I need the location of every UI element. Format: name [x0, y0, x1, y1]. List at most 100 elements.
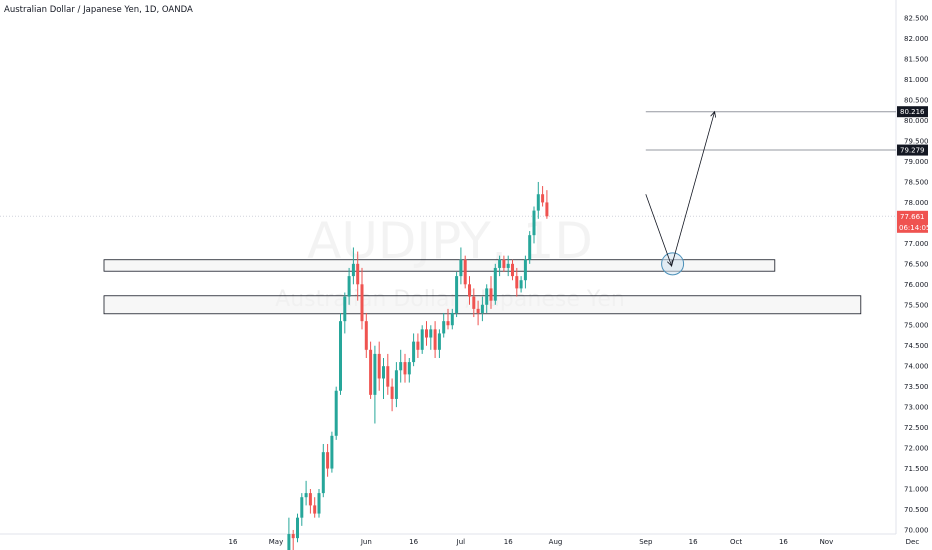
candle-body — [330, 435, 334, 469]
candle-body — [339, 321, 342, 391]
candle-body — [442, 321, 446, 334]
candle-body — [480, 304, 484, 313]
y-tick-label: 76.000 — [904, 281, 929, 289]
x-tick-label: Oct — [730, 538, 742, 546]
candle-body — [485, 288, 489, 305]
x-tick-label: May — [269, 538, 283, 546]
candle-body — [287, 534, 291, 550]
candle-body — [399, 362, 403, 371]
target-price-label: 80.216 — [900, 108, 925, 116]
y-tick-label: 75.500 — [904, 301, 929, 309]
y-tick-label: 80.500 — [904, 97, 929, 105]
candle-body — [412, 341, 416, 363]
support-zone-1 — [103, 259, 776, 272]
y-tick-label: 75.000 — [904, 322, 929, 330]
target-price-tag — [897, 144, 928, 156]
y-tick-label: 77.000 — [904, 240, 929, 248]
candle-body — [468, 284, 471, 297]
chart-title: Australian Dollar / Japanese Yen, 1D, OA… — [4, 5, 193, 15]
x-tick-label: Aug — [549, 538, 563, 546]
target-price-tag — [897, 106, 928, 118]
y-tick-label: 74.500 — [904, 342, 929, 350]
x-tick-label: Jun — [360, 538, 372, 546]
candle-body — [317, 493, 321, 514]
y-tick-label: 71.500 — [904, 465, 929, 473]
candle-body — [373, 353, 377, 395]
y-tick-label: 82.500 — [904, 15, 929, 23]
candle-body — [296, 517, 299, 539]
projection-arrow-down — [667, 259, 673, 267]
candle-body — [321, 452, 325, 494]
y-tick-label: 73.500 — [904, 383, 929, 391]
candle-body — [300, 497, 304, 518]
candle-body — [472, 296, 476, 309]
candle-body — [334, 390, 338, 436]
countdown-label: 06:14:05 — [899, 224, 930, 232]
x-tick-label: 16 — [689, 538, 698, 546]
candle-body — [394, 370, 398, 399]
target-circle — [661, 252, 685, 276]
candle-body — [313, 505, 317, 514]
candle-body — [347, 276, 351, 297]
x-tick-label: Sep — [639, 538, 653, 546]
candle-body — [489, 288, 493, 301]
candle-body — [360, 284, 364, 322]
candle-body — [502, 259, 506, 268]
x-tick-label: 16 — [779, 538, 788, 546]
candle-body — [446, 321, 450, 326]
candle-body — [382, 366, 385, 379]
x-tick-label: Jul — [456, 538, 466, 546]
candle-body — [304, 493, 308, 498]
candle-body — [308, 493, 312, 506]
y-tick-label: 81.000 — [904, 76, 929, 84]
y-tick-label: 82.000 — [904, 35, 929, 43]
candle-body — [390, 386, 394, 399]
y-tick-label: 70.500 — [904, 506, 929, 514]
y-tick-label: 72.500 — [904, 424, 929, 432]
candle-body — [407, 362, 411, 375]
candle-body — [450, 312, 454, 326]
candle-body — [523, 259, 527, 281]
candle-body — [420, 329, 424, 350]
y-tick-label: 79.500 — [904, 138, 929, 146]
y-tick-label: 71.000 — [904, 486, 929, 494]
y-tick-label: 80.000 — [904, 117, 929, 125]
candle-body — [377, 353, 381, 379]
y-tick-label: 72.000 — [904, 445, 929, 453]
y-tick-label: 78.000 — [904, 199, 929, 207]
candle-body — [326, 452, 330, 469]
candle-body — [493, 267, 497, 301]
candle-body — [463, 259, 467, 285]
current-price-label: 77.661 — [900, 213, 925, 221]
projection-path — [645, 111, 715, 268]
y-tick-label: 81.500 — [904, 56, 929, 64]
candle-body — [403, 362, 407, 375]
candle-body — [386, 366, 390, 387]
candle-body — [291, 534, 295, 539]
candle-body — [343, 296, 347, 322]
candle-body — [455, 276, 459, 313]
candle-body — [541, 194, 545, 203]
candle-body — [511, 263, 514, 277]
candle-body — [364, 321, 368, 350]
y-tick-label: 76.500 — [904, 260, 929, 268]
projection-arrow-up — [710, 110, 717, 118]
y-tick-label: 73.000 — [904, 404, 929, 412]
candle-body — [425, 329, 428, 338]
candle-body — [433, 329, 437, 350]
x-tick-label: Dec — [906, 538, 920, 546]
target-price-label: 79.279 — [900, 147, 925, 155]
x-tick-label: 16 — [504, 538, 513, 546]
candle-body — [476, 308, 480, 313]
candle-body — [545, 202, 549, 217]
current-price-tag — [897, 210, 928, 233]
candle-body — [416, 341, 420, 350]
candle-body — [536, 194, 540, 211]
candle-body — [515, 276, 519, 289]
y-tick-label: 70.000 — [904, 526, 929, 534]
x-tick-label: 16 — [229, 538, 238, 546]
x-tick-label: Nov — [820, 538, 834, 546]
candle-body — [437, 333, 441, 350]
